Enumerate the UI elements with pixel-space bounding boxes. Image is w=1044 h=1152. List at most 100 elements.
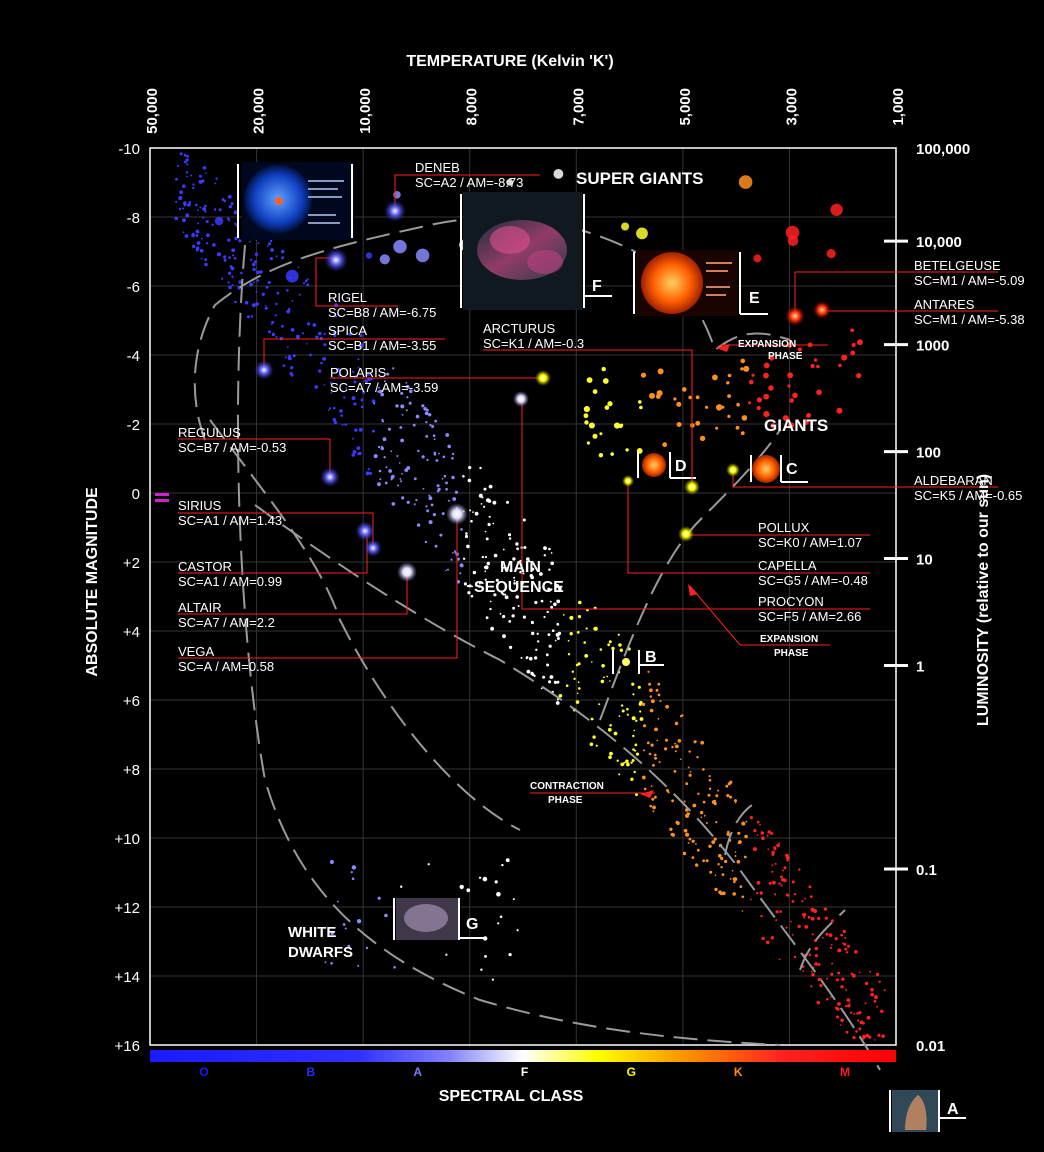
- star-dot: [708, 775, 711, 778]
- supergiant-dot: [738, 175, 753, 189]
- star-dot: [334, 331, 337, 334]
- star-dot: [852, 973, 856, 978]
- white-dwarf-dot: [491, 978, 494, 981]
- star-dot: [609, 724, 612, 727]
- star-dot: [513, 582, 516, 585]
- star-dot: [174, 216, 178, 221]
- star-dot: [791, 880, 795, 884]
- star-dot: [700, 816, 703, 818]
- star-dot: [537, 640, 540, 643]
- star-dot: [549, 675, 554, 679]
- star-dot: [462, 475, 465, 478]
- white-dwarf-dot: [508, 953, 512, 957]
- star-dot: [695, 863, 699, 867]
- star-dot: [680, 758, 682, 760]
- star-dot: [380, 446, 384, 451]
- star-dot: [639, 710, 642, 713]
- star-dot: [855, 1030, 858, 1033]
- star-dot: [519, 570, 522, 574]
- star-dot: [632, 693, 635, 696]
- star-dot: [233, 210, 238, 215]
- star-dot: [675, 744, 679, 749]
- giant-dot: [749, 379, 754, 385]
- supergiant-dot: [379, 254, 390, 265]
- star-dot: [428, 520, 433, 525]
- star-dot: [540, 687, 543, 690]
- star-dot: [846, 944, 850, 948]
- star-name-label: CAPELLA: [758, 558, 817, 573]
- top-axis-title: TEMPERATURE (Kelvin 'K'): [406, 53, 613, 70]
- star-dot: [256, 279, 260, 282]
- star-dot: [630, 777, 634, 781]
- star-dot: [352, 370, 355, 373]
- star-name-label: ALDEBARAN: [914, 473, 993, 488]
- star-dot: [589, 742, 594, 747]
- star-dot: [562, 614, 565, 616]
- star-name-label: PROCYON: [758, 594, 824, 609]
- star-dot: [609, 751, 613, 756]
- star-dot: [685, 813, 689, 818]
- star-dot: [780, 884, 783, 887]
- star-info-label: SC=B8 / AM=-6.75: [328, 305, 436, 320]
- star-dot: [354, 428, 358, 432]
- star-dot: [204, 258, 208, 262]
- star-dot: [195, 203, 198, 207]
- star-dot: [556, 637, 560, 640]
- star-info-label: SC=B1 / AM=-3.55: [328, 338, 436, 353]
- star-name-label: SPICA: [328, 323, 367, 338]
- star-dot: [649, 708, 654, 713]
- giant-dot: [763, 372, 769, 379]
- star-dot: [743, 855, 747, 859]
- star-dot: [652, 805, 656, 810]
- phase-arrows: [640, 344, 730, 798]
- star-dot: [380, 392, 385, 397]
- star-dot: [674, 721, 679, 726]
- star-dot: [881, 1034, 885, 1038]
- star-dot: [578, 687, 581, 690]
- star-dot: [697, 792, 700, 795]
- giant-dot: [584, 420, 589, 425]
- star-dot: [643, 787, 647, 791]
- giant-dot: [850, 328, 855, 333]
- star-dot: [206, 233, 210, 238]
- star-dot: [734, 799, 737, 803]
- star-dot: [774, 893, 777, 896]
- thumb-sun-c: [750, 455, 782, 483]
- star-dot: [186, 163, 189, 166]
- giant-dot: [673, 397, 677, 401]
- star-dot: [227, 281, 230, 284]
- star-dot: [515, 595, 519, 599]
- star-dot: [870, 987, 874, 992]
- star-dot: [840, 1018, 844, 1023]
- star-dot: [830, 996, 832, 998]
- star-dot: [287, 356, 292, 361]
- star-dot: [428, 413, 432, 417]
- star-dot: [435, 459, 439, 462]
- star-dot: [466, 544, 470, 549]
- star-dot: [666, 789, 669, 792]
- star-dot: [204, 204, 207, 208]
- star-dot: [213, 208, 217, 211]
- star-dot: [275, 255, 278, 258]
- star-dot: [688, 773, 692, 777]
- star-dot: [707, 793, 711, 797]
- star-dot: [228, 205, 232, 209]
- star-dot: [569, 632, 573, 636]
- star-dot: [623, 761, 626, 764]
- giant-dot: [856, 373, 862, 379]
- star-dot: [691, 839, 695, 843]
- star-dot: [536, 632, 539, 635]
- phase-expansion-2b: PHASE: [774, 648, 809, 659]
- star-dot: [413, 477, 417, 481]
- star-dot: [576, 631, 580, 634]
- luminosity-tick-label: 100,000: [916, 141, 970, 158]
- star-dot: [191, 233, 196, 238]
- star-dot: [877, 1033, 881, 1037]
- star-dot: [199, 248, 204, 253]
- star-dot: [633, 770, 636, 774]
- stage-label-e: E: [749, 290, 760, 307]
- star-dot: [603, 676, 605, 679]
- star-dot: [734, 855, 737, 857]
- star-dot: [522, 572, 525, 575]
- star-dot: [598, 703, 601, 706]
